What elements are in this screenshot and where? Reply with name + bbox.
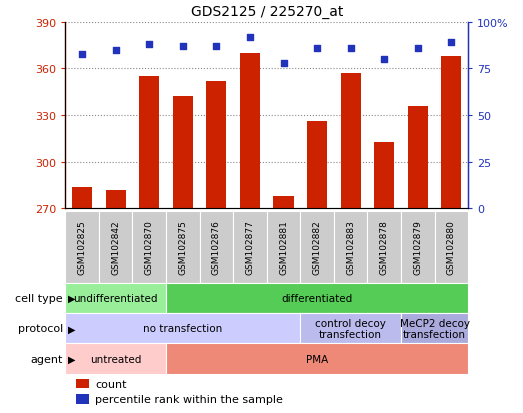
Text: GSM102880: GSM102880 [447, 220, 456, 275]
Text: percentile rank within the sample: percentile rank within the sample [95, 394, 283, 404]
Text: GSM102870: GSM102870 [145, 220, 154, 275]
Text: GSM102883: GSM102883 [346, 220, 355, 275]
Bar [240, 54, 260, 209]
Text: GSM102879: GSM102879 [413, 220, 422, 275]
Text: count: count [95, 379, 127, 389]
Bar [307, 122, 327, 209]
Text: ▶: ▶ [68, 323, 75, 334]
Text: GSM102825: GSM102825 [77, 220, 87, 275]
Text: cell type: cell type [15, 293, 63, 304]
Text: no transfection: no transfection [143, 323, 222, 334]
Text: GSM102878: GSM102878 [380, 220, 389, 275]
Point [212, 44, 221, 50]
Point [145, 42, 153, 48]
Point [179, 44, 187, 50]
Text: GSM102876: GSM102876 [212, 220, 221, 275]
Text: ▶: ▶ [68, 354, 75, 364]
Text: MeCP2 decoy
transfection: MeCP2 decoy transfection [400, 318, 470, 339]
Text: control decoy
transfection: control decoy transfection [315, 318, 386, 339]
Text: agent: agent [30, 354, 63, 364]
Title: GDS2125 / 225270_at: GDS2125 / 225270_at [190, 5, 343, 19]
Bar [374, 142, 394, 209]
Point [346, 45, 355, 52]
Text: GSM102882: GSM102882 [313, 220, 322, 275]
Point [313, 45, 321, 52]
Point [78, 51, 86, 58]
Bar [106, 190, 126, 209]
Text: protocol: protocol [17, 323, 63, 334]
Point [380, 57, 389, 63]
Point [447, 40, 456, 47]
Text: ▶: ▶ [68, 293, 75, 304]
Bar [72, 187, 92, 209]
Bar [139, 77, 160, 209]
Text: differentiated: differentiated [281, 293, 353, 304]
Bar [173, 97, 193, 209]
Text: GSM102842: GSM102842 [111, 220, 120, 274]
Point [246, 34, 254, 41]
Bar [206, 82, 226, 209]
Text: PMA: PMA [306, 354, 328, 364]
Text: GSM102875: GSM102875 [178, 220, 187, 275]
Text: GSM102881: GSM102881 [279, 220, 288, 275]
Point [414, 45, 422, 52]
Bar [441, 57, 461, 209]
Point [111, 47, 120, 54]
Bar [340, 74, 361, 209]
Point [279, 60, 288, 67]
Bar [408, 107, 428, 209]
Bar [274, 197, 293, 209]
Text: undifferentiated: undifferentiated [73, 293, 158, 304]
Text: GSM102877: GSM102877 [245, 220, 255, 275]
Text: untreated: untreated [90, 354, 141, 364]
